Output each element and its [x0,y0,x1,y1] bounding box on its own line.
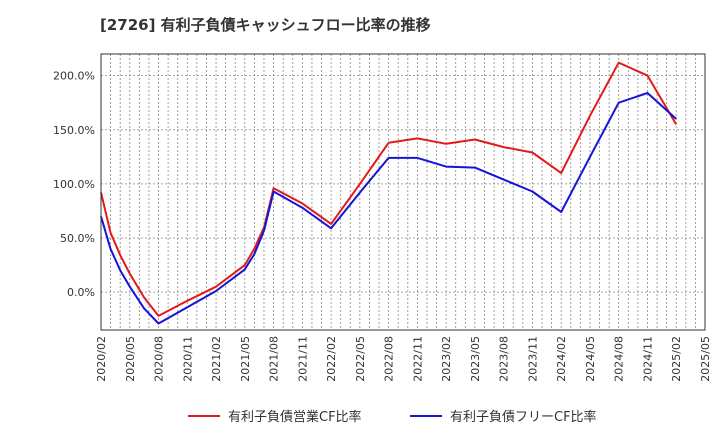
x-tick-label-18: 2024/08 [613,336,626,382]
y-tick-label-0: 0.0% [67,286,95,299]
y-tick-label-3: 150.0% [53,124,95,137]
x-tick-label-3: 2020/11 [181,336,194,382]
x-tick-label-5: 2021/05 [239,336,252,382]
x-tick-label-14: 2023/08 [498,336,511,382]
x-axis-ticks: 2020/02 2020/05 2020/08 2020/11 2021/02 2021/… [95,336,712,382]
legend-label-0: 有利子負債営業CF比率 [228,409,362,425]
x-tick-label-17: 2024/05 [584,336,597,382]
x-tick-label-1: 2020/05 [124,336,137,382]
chart-title: [2726] 有利子負債キャッシュフロー比率の推移 [100,16,431,34]
y-tick-label-4: 200.0% [53,70,95,83]
x-tick-label-0: 2020/02 [95,336,108,382]
x-tick-label-10: 2022/08 [383,336,396,382]
y-axis-ticks: 0.0% 50.0% 100.0% 150.0% 200.0% [53,70,95,299]
x-tick-label-6: 2021/08 [268,336,281,382]
series-layer [100,61,678,325]
x-tick-label-8: 2022/02 [325,336,338,382]
grid-layer [100,54,706,330]
plot-frame [100,53,706,331]
legend: 有利子負債営業CF比率 有利子負債フリーCF比率 [188,409,597,425]
x-tick-label-7: 2021/11 [296,336,309,382]
x-tick-label-9: 2022/05 [354,336,367,382]
x-tick-label-11: 2022/11 [411,336,424,382]
series-line-1 [100,92,677,325]
x-tick-label-13: 2023/05 [469,336,482,382]
y-tick-label-1: 50.0% [60,232,95,245]
x-tick-label-15: 2023/11 [526,336,539,382]
legend-label-1: 有利子負債フリーCF比率 [450,409,597,425]
x-tick-label-2: 2020/08 [153,336,166,382]
x-tick-label-12: 2023/02 [440,336,453,382]
x-tick-label-21: 2025/05 [699,336,712,382]
x-tick-label-16: 2024/02 [555,336,568,382]
x-tick-label-19: 2024/11 [641,336,654,382]
x-tick-label-20: 2025/02 [670,336,683,382]
y-tick-label-2: 100.0% [53,178,95,191]
series-line-0 [100,61,678,317]
x-tick-label-4: 2021/02 [210,336,223,382]
